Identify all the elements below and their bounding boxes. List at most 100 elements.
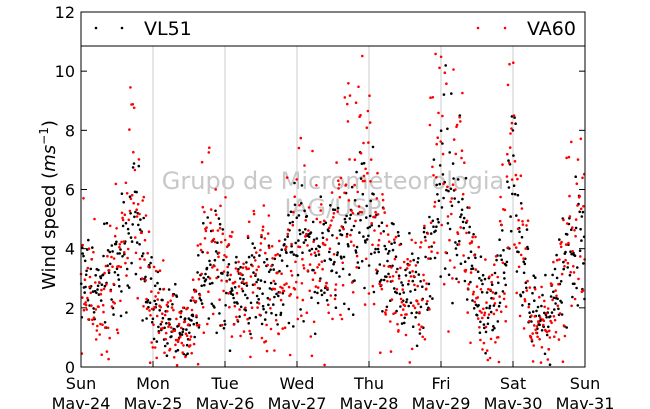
- data-point-va60: [455, 123, 459, 127]
- data-point-va60: [529, 335, 533, 339]
- data-point-va60: [561, 360, 565, 364]
- data-point-va60: [142, 305, 145, 308]
- data-point-va60: [144, 214, 148, 217]
- data-point-va60: [475, 285, 479, 288]
- data-point-va60: [345, 235, 349, 238]
- data-point-vl51: [554, 302, 557, 305]
- data-point-vl51: [151, 317, 155, 321]
- data-point-vl51: [252, 271, 255, 274]
- data-point-vl51: [185, 328, 188, 331]
- data-point-vl51: [343, 217, 347, 221]
- data-point-va60: [88, 285, 91, 289]
- data-point-va60: [479, 338, 482, 342]
- data-point-vl51: [547, 325, 550, 329]
- data-point-va60: [471, 292, 475, 296]
- data-point-va60: [533, 315, 537, 318]
- data-point-va60: [334, 283, 338, 286]
- data-point-vl51: [565, 233, 569, 236]
- data-point-va60: [192, 342, 196, 346]
- data-point-va60: [530, 314, 533, 318]
- data-point-va60: [311, 149, 314, 153]
- data-point-vl51: [213, 306, 216, 309]
- data-point-va60: [314, 285, 318, 288]
- data-point-va60: [302, 267, 306, 270]
- data-point-va60: [367, 292, 371, 295]
- data-point-vl51: [507, 186, 511, 189]
- data-point-va60: [330, 191, 334, 194]
- data-point-va60: [138, 212, 141, 216]
- data-point-va60: [316, 266, 319, 269]
- data-point-va60: [166, 301, 170, 304]
- data-point-vl51: [81, 252, 84, 255]
- data-point-va60: [488, 275, 491, 279]
- data-point-vl51: [362, 235, 365, 238]
- data-point-va60: [462, 254, 465, 257]
- data-point-va60: [409, 260, 412, 263]
- data-point-vl51: [333, 208, 337, 212]
- data-point-vl51: [231, 289, 234, 292]
- data-point-va60: [213, 240, 217, 244]
- data-point-va60: [81, 243, 84, 247]
- data-point-vl51: [89, 267, 93, 271]
- data-point-vl51: [278, 254, 282, 257]
- data-point-vl51: [209, 263, 212, 267]
- data-point-va60: [413, 306, 417, 310]
- data-point-vl51: [499, 254, 502, 257]
- data-point-va60: [300, 314, 303, 318]
- data-point-va60: [257, 302, 261, 305]
- data-point-va60: [547, 348, 551, 351]
- data-point-va60: [103, 271, 106, 275]
- data-point-va60: [466, 311, 470, 314]
- data-point-vl51: [395, 291, 399, 295]
- data-point-vl51: [470, 264, 474, 268]
- data-point-va60: [579, 255, 582, 258]
- data-point-va60: [282, 289, 286, 293]
- data-point-va60: [439, 55, 443, 59]
- data-point-vl51: [515, 270, 519, 273]
- data-point-va60: [495, 308, 499, 312]
- data-point-vl51: [396, 230, 400, 234]
- data-point-vl51: [145, 317, 148, 320]
- data-point-vl51: [430, 245, 434, 248]
- data-point-va60: [192, 299, 195, 302]
- data-point-va60: [487, 313, 491, 316]
- data-point-va60: [157, 331, 161, 335]
- data-point-va60: [552, 260, 555, 264]
- data-point-vl51: [121, 254, 124, 258]
- data-point-va60: [443, 71, 447, 74]
- data-point-va60: [522, 327, 526, 330]
- data-point-vl51: [105, 221, 109, 225]
- data-point-va60: [363, 303, 367, 306]
- data-point-va60: [167, 321, 171, 325]
- data-point-va60: [308, 289, 312, 293]
- data-point-va60: [334, 288, 337, 292]
- data-point-va60: [537, 321, 540, 324]
- data-point-vl51: [414, 316, 417, 319]
- data-point-va60: [106, 254, 109, 258]
- data-point-va60: [351, 211, 355, 215]
- data-point-vl51: [313, 290, 317, 294]
- data-point-va60: [344, 183, 348, 186]
- data-point-va60: [111, 265, 114, 269]
- data-point-va60: [220, 323, 224, 327]
- data-point-va60: [188, 338, 192, 341]
- data-point-vl51: [397, 234, 400, 238]
- data-point-vl51: [304, 238, 307, 242]
- data-point-vl51: [372, 193, 375, 196]
- data-point-vl51: [494, 291, 498, 295]
- data-point-vl51: [301, 251, 304, 254]
- data-point-va60: [535, 331, 538, 335]
- data-point-va60: [256, 286, 260, 290]
- data-point-vl51: [321, 236, 325, 240]
- data-point-va60: [196, 244, 200, 247]
- data-point-va60: [123, 251, 126, 254]
- data-point-va60: [134, 251, 138, 255]
- data-point-va60: [498, 219, 502, 223]
- data-point-va60: [195, 314, 198, 317]
- data-point-va60: [325, 281, 328, 285]
- data-point-vl51: [158, 287, 162, 291]
- data-point-va60: [389, 350, 393, 353]
- data-point-vl51: [115, 267, 119, 271]
- data-point-va60: [171, 330, 174, 333]
- data-point-va60: [182, 344, 185, 347]
